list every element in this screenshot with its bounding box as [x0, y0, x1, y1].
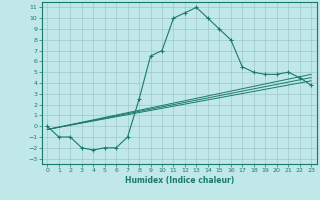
- X-axis label: Humidex (Indice chaleur): Humidex (Indice chaleur): [124, 176, 234, 185]
